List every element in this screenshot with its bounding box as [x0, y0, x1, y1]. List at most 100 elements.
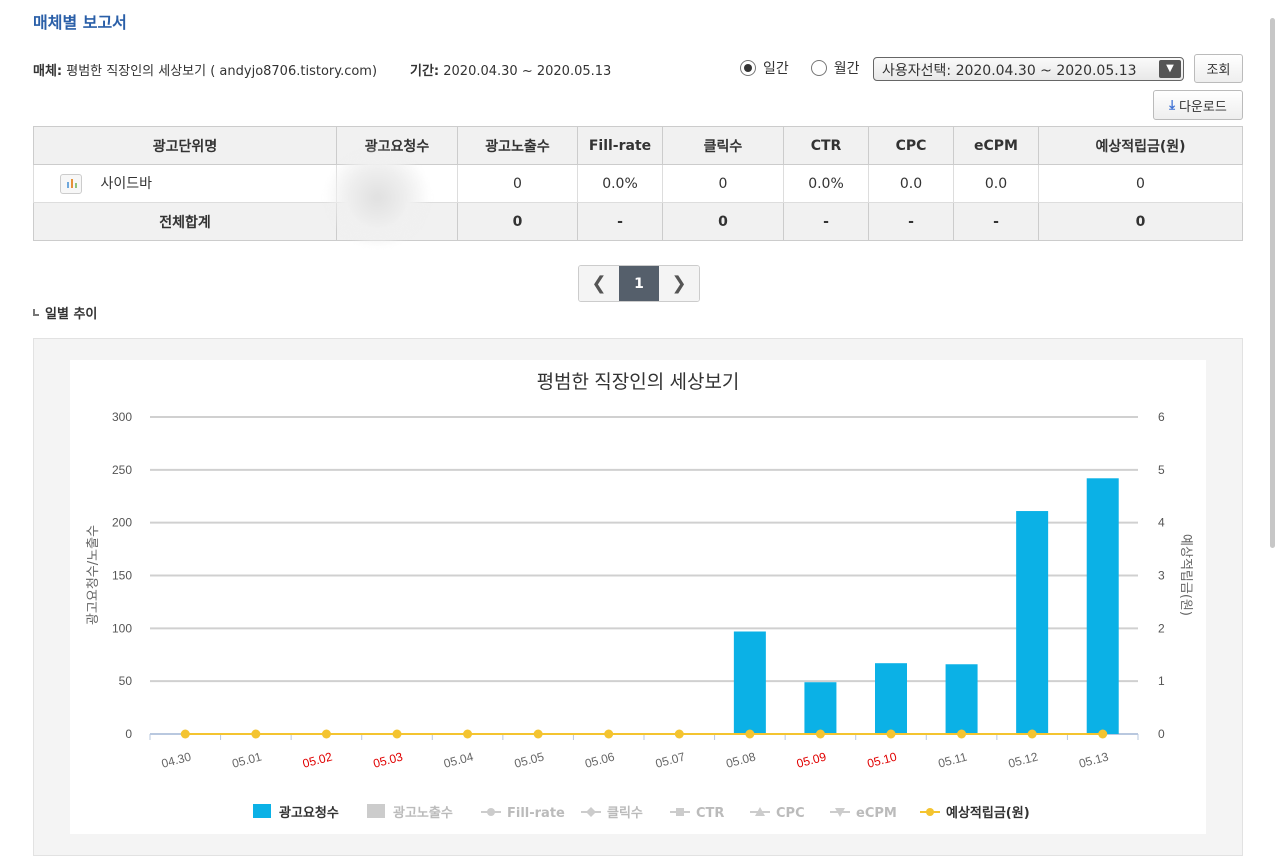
- y-tick-label: 150: [112, 569, 132, 583]
- cell-unit-name[interactable]: 사이드바: [33, 164, 337, 203]
- bar-05.12: [1016, 511, 1049, 734]
- revenue-point: [1027, 729, 1037, 739]
- y-tick-label: 200: [112, 516, 132, 530]
- legend-label: Fill-rate: [507, 806, 565, 821]
- daily-trend-heading: 일별 추이: [33, 303, 97, 322]
- legend-marker: [367, 804, 385, 818]
- x-tick-label: 05.10: [866, 749, 899, 770]
- th-fill-rate: Fill-rate: [577, 126, 663, 165]
- th-cpc: CPC: [868, 126, 954, 165]
- bar-05.10: [875, 663, 907, 734]
- table-row: 사이드바 0 0.0% 0 0.0% 0.0 0.0 0: [33, 164, 1243, 203]
- th-estimated-revenue: 예상적립금(원): [1038, 126, 1243, 165]
- chevron-down-icon[interactable]: ▼: [1159, 60, 1181, 78]
- cell-ecpm: 0.0: [953, 164, 1039, 203]
- x-tick-label: 05.01: [231, 749, 264, 770]
- total-ecpm: -: [953, 202, 1039, 241]
- revenue-point: [604, 729, 614, 739]
- y-tick-label: 50: [119, 674, 133, 688]
- y2-tick-label: 0: [1158, 727, 1165, 741]
- radio-monthly-indicator[interactable]: [810, 60, 827, 76]
- redacted-blur: [325, 150, 430, 245]
- th-ecpm: eCPM: [953, 126, 1039, 165]
- cell-clicks: 0: [662, 164, 784, 203]
- total-impressions: 0: [457, 202, 578, 241]
- y2-tick-label: 5: [1158, 463, 1165, 477]
- legend-label: 예상적립금(원): [946, 805, 1030, 821]
- y2-tick-label: 1: [1158, 674, 1165, 688]
- y2-axis-label: 예상적립금(원): [1178, 534, 1193, 616]
- next-page-button[interactable]: ❯: [659, 266, 699, 301]
- prev-page-button[interactable]: ❮: [579, 266, 619, 301]
- y2-tick-label: 2: [1158, 621, 1165, 635]
- radio-daily-indicator[interactable]: [740, 60, 756, 76]
- y2-tick-label: 3: [1158, 569, 1165, 583]
- period-type-radio-group: 일간 월간: [740, 58, 882, 78]
- search-button-label: 조회: [1206, 63, 1231, 78]
- unit-name-text: 사이드바: [100, 176, 152, 192]
- media-label: 매체:: [33, 64, 63, 79]
- x-tick-label: 05.02: [301, 749, 334, 770]
- revenue-point: [745, 729, 755, 739]
- bar-05.08: [733, 631, 766, 734]
- legend-marker: [926, 808, 934, 816]
- revenue-point: [321, 729, 331, 739]
- pagination: ❮ 1 ❯: [578, 265, 700, 302]
- period-value: 2020.04.30 ~ 2020.05.13: [443, 64, 612, 79]
- legend-label: 광고노출수: [393, 805, 453, 821]
- x-tick-label: 05.07: [654, 749, 687, 770]
- revenue-point: [180, 729, 190, 739]
- date-range-select-value: 사용자선택: 2020.04.30 ~ 2020.05.13: [882, 63, 1137, 79]
- radio-daily-label: 일간: [763, 61, 789, 77]
- total-ctr: -: [783, 202, 869, 241]
- bar-05.13: [1086, 478, 1119, 734]
- legend-label: eCPM: [856, 806, 897, 821]
- date-range-select[interactable]: 사용자선택: 2020.04.30 ~ 2020.05.13 ▼: [873, 57, 1184, 81]
- chevron-left-icon: ❮: [591, 273, 607, 294]
- daily-trend-heading-text: 일별 추이: [45, 307, 98, 322]
- scrollbar-thumb[interactable]: [1270, 18, 1275, 548]
- chart-title: 평범한 직장인의 세상보기: [537, 371, 740, 393]
- th-clicks: 클릭수: [662, 126, 784, 165]
- total-clicks: 0: [662, 202, 784, 241]
- radio-monthly[interactable]: 월간: [810, 58, 860, 78]
- x-tick-label: 05.04: [442, 749, 475, 770]
- search-button[interactable]: 조회: [1194, 54, 1243, 83]
- total-label: 전체합계: [33, 202, 337, 241]
- th-unit-name: 광고단위명: [33, 126, 337, 165]
- y-axis-label: 광고요청수/노출수: [86, 525, 101, 625]
- total-cpc: -: [868, 202, 954, 241]
- legend-marker: [586, 807, 596, 817]
- chevron-right-icon: ❯: [671, 273, 687, 294]
- legend-label: 클릭수: [607, 806, 643, 821]
- radio-daily[interactable]: 일간: [740, 58, 789, 78]
- page-button-current[interactable]: 1: [619, 266, 659, 301]
- revenue-point: [251, 729, 261, 739]
- legend-marker: [755, 807, 765, 816]
- th-impressions: 광고노출수: [457, 126, 578, 165]
- y-tick-label: 100: [112, 621, 132, 635]
- x-tick-label: 05.09: [795, 749, 828, 770]
- media-filter: 매체: 평범한 직장인의 세상보기 ( andyjo8706.tistory.c…: [33, 60, 377, 79]
- legend-label: 광고요청수: [279, 805, 339, 821]
- y-tick-label: 0: [125, 727, 132, 741]
- legend-label: CPC: [776, 806, 805, 821]
- total-estimated-revenue: 0: [1038, 202, 1243, 241]
- download-button-label: 다운로드: [1178, 99, 1227, 115]
- legend-marker: [676, 808, 684, 816]
- y-tick-label: 300: [112, 410, 132, 424]
- cell-ctr: 0.0%: [783, 164, 869, 203]
- period-label: 기간:: [410, 64, 440, 79]
- y2-tick-label: 4: [1158, 516, 1165, 530]
- report-table: 광고단위명 광고요청수 광고노출수 Fill-rate 클릭수 CTR CPC …: [33, 126, 1243, 241]
- cell-estimated-revenue: 0: [1038, 164, 1243, 203]
- corner-icon: [33, 309, 39, 316]
- download-button[interactable]: ⤓ 다운로드: [1153, 90, 1243, 120]
- table-header-row: 광고단위명 광고요청수 광고노출수 Fill-rate 클릭수 CTR CPC …: [33, 126, 1243, 165]
- bar-chart-icon[interactable]: [60, 174, 82, 194]
- x-tick-label: 05.13: [1077, 749, 1110, 770]
- revenue-point: [1098, 729, 1108, 739]
- bar-05.09: [804, 682, 837, 734]
- th-ctr: CTR: [783, 126, 869, 165]
- revenue-point: [392, 729, 402, 739]
